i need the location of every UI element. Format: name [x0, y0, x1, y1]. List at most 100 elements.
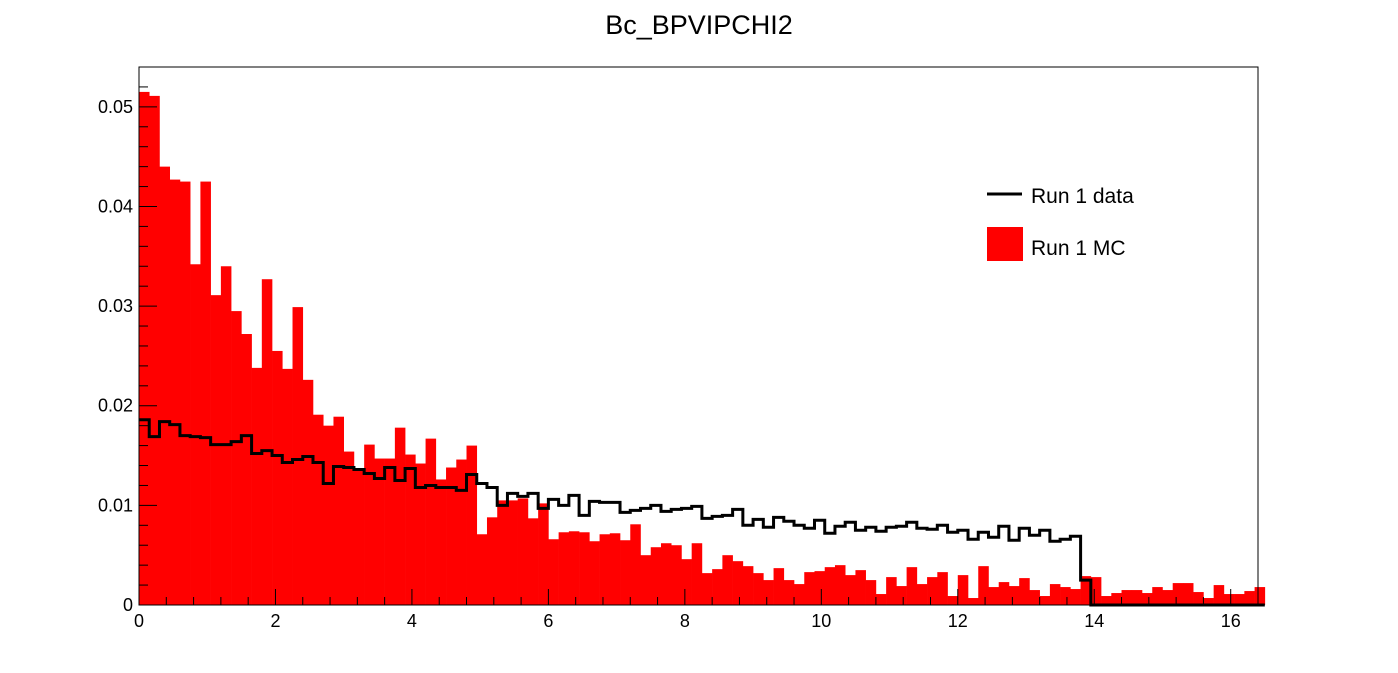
- mc-bar-82: [978, 566, 989, 605]
- mc-bar-70: [855, 570, 866, 605]
- mc-bar-106: [1223, 594, 1235, 605]
- mc-bar-68: [834, 565, 846, 605]
- mc-bar-60: [753, 573, 764, 605]
- chart-title: Bc_BPVIPCHI2: [605, 10, 793, 40]
- x-tick-label: 10: [811, 611, 831, 631]
- y-tick-label: 0.03: [98, 296, 133, 316]
- mc-bar-12: [261, 279, 273, 605]
- mc-bar-15: [292, 307, 304, 605]
- mc-bar-35: [497, 500, 508, 605]
- mc-bar-38: [527, 518, 539, 605]
- mc-bar-65: [804, 572, 815, 605]
- mc-bar-14: [282, 368, 293, 605]
- mc-bar-36: [507, 500, 518, 605]
- mc-bar-49: [640, 555, 652, 605]
- mc-bar-6: [200, 181, 211, 605]
- x-tick-label: 12: [948, 611, 968, 631]
- x-axis: 0 2 4 6 8 10 12 14 16: [134, 589, 1259, 631]
- x-tick-label: 14: [1084, 611, 1104, 631]
- mc-bar-7: [210, 295, 222, 605]
- x-tick-label: 16: [1221, 611, 1241, 631]
- mc-bar-21: [353, 470, 365, 605]
- mc-bar-72: [875, 594, 887, 605]
- mc-bar-71: [865, 580, 877, 605]
- mc-bar-107: [1234, 594, 1245, 605]
- mc-bar-20: [343, 451, 355, 605]
- mc-bar-24: [384, 458, 396, 605]
- x-tick-label: 4: [407, 611, 417, 631]
- mc-bar-100: [1162, 590, 1174, 605]
- x-tick-label: 2: [270, 611, 280, 631]
- mc-bar-40: [548, 539, 559, 605]
- y-tick-label: 0.04: [98, 196, 133, 216]
- plot-frame: [138, 66, 1259, 606]
- legend-mc-color-box: [987, 227, 1023, 261]
- mc-bar-13: [272, 350, 283, 605]
- mc-bar-101: [1172, 583, 1184, 605]
- mc-bar-19: [333, 416, 344, 605]
- mc-bar-54: [691, 543, 703, 605]
- mc-bar-98: [1142, 593, 1153, 605]
- mc-bar-56: [712, 569, 723, 605]
- y-axis: 0 0.01 0.02 0.03 0.04 0.05: [98, 66, 157, 615]
- mc-bar-39: [538, 503, 549, 605]
- mc-bar-23: [374, 458, 385, 605]
- mc-bar-28: [425, 438, 437, 605]
- mc-bar-46: [609, 533, 621, 605]
- mc-bar-83: [988, 587, 1000, 605]
- mc-bar-53: [681, 559, 692, 605]
- mc-bar-85: [1008, 586, 1020, 605]
- mc-bar-62: [773, 568, 785, 605]
- legend-label-run1-mc: Run 1 MC: [1031, 237, 1126, 260]
- mc-bar-3: [169, 179, 181, 605]
- mc-bar-25: [394, 427, 406, 605]
- mc-bar-29: [435, 479, 447, 605]
- mc-bar-74: [896, 586, 907, 605]
- mc-bar-30: [446, 467, 457, 605]
- mc-bar-32: [466, 445, 478, 605]
- mc-bar-87: [1029, 590, 1040, 605]
- mc-bar-33: [476, 534, 488, 605]
- mc-bar-92: [1080, 576, 1092, 605]
- mc-bar-105: [1213, 585, 1225, 605]
- mc-bar-103: [1193, 592, 1204, 605]
- mc-bar-81: [968, 598, 979, 605]
- y-tick-label: 0.01: [98, 495, 133, 515]
- mc-bar-80: [957, 575, 969, 605]
- x-tick-label: 6: [543, 611, 553, 631]
- mc-bar-95: [1111, 593, 1122, 605]
- mc-bar-86: [1019, 578, 1030, 605]
- y-tick-label: 0.02: [98, 396, 133, 416]
- mc-bar-94: [1101, 596, 1112, 605]
- mc-bar-51: [660, 543, 672, 605]
- mc-bar-5: [190, 264, 201, 605]
- mc-bar-37: [517, 498, 529, 605]
- mc-bar-109: [1254, 587, 1266, 605]
- mc-bar-93: [1090, 577, 1102, 605]
- mc-bar-66: [814, 571, 826, 605]
- mc-bar-52: [671, 545, 682, 605]
- mc-bar-43: [579, 532, 590, 605]
- mc-bar-8: [220, 266, 232, 605]
- mc-bar-108: [1244, 591, 1255, 605]
- mc-bar-4: [179, 181, 191, 605]
- mc-bar-59: [742, 566, 754, 605]
- mc-bar-10: [241, 334, 252, 605]
- mc-bar-79: [947, 596, 959, 605]
- mc-bar-44: [589, 541, 600, 605]
- mc-bar-16: [302, 379, 314, 605]
- mc-bar-89: [1049, 584, 1061, 605]
- mc-bar-76: [916, 584, 928, 605]
- data-histogram-line: [139, 418, 1265, 607]
- mc-bar-77: [927, 577, 938, 605]
- mc-bar-102: [1182, 583, 1194, 605]
- data-step-path: [139, 418, 1265, 607]
- mc-bar-78: [937, 572, 948, 605]
- x-tick-label: 0: [134, 611, 144, 631]
- mc-bar-58: [732, 561, 744, 605]
- mc-bar-42: [568, 531, 580, 605]
- mc-bar-1: [149, 95, 160, 606]
- y-tick-label: 0: [123, 595, 133, 615]
- mc-bar-45: [599, 534, 611, 605]
